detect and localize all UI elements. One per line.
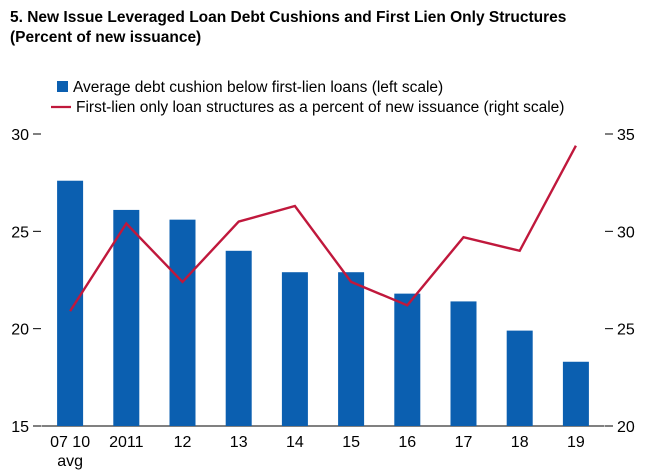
x-tick-label: 15 bbox=[342, 434, 360, 451]
x-tick-label: 13 bbox=[230, 434, 248, 451]
bar bbox=[450, 301, 477, 426]
bar bbox=[562, 361, 589, 426]
bar-series bbox=[57, 180, 589, 426]
bar bbox=[169, 219, 196, 426]
bar bbox=[281, 272, 308, 426]
bar bbox=[338, 272, 365, 426]
left-axis-tick-label: 25 bbox=[11, 224, 29, 241]
bar bbox=[506, 330, 533, 426]
left-axis-tick-label: 30 bbox=[11, 127, 29, 144]
x-tick-label: 14 bbox=[286, 434, 304, 451]
bar bbox=[113, 209, 140, 426]
x-tick-label: avg bbox=[57, 453, 83, 470]
left-axis-tick-label: 15 bbox=[11, 419, 29, 436]
line-series bbox=[69, 145, 577, 312]
series-line bbox=[69, 145, 577, 312]
left-axis-tick-label: 20 bbox=[11, 322, 29, 339]
legend-swatch-bars bbox=[57, 81, 68, 92]
bar bbox=[225, 250, 252, 426]
axes: 15 20 25 30 20 25 30 35 bbox=[11, 127, 635, 436]
x-tick-label: 07 10 bbox=[50, 434, 90, 451]
right-axis-tick-label: 25 bbox=[617, 322, 635, 339]
chart-title: 5. New Issue Leveraged Loan Debt Cushion… bbox=[10, 9, 567, 26]
x-tick-label: 17 bbox=[455, 434, 473, 451]
x-tick-label: 2011 bbox=[109, 434, 144, 451]
x-tick-label: 19 bbox=[567, 434, 585, 451]
chart-title-block: 5. New Issue Leveraged Loan Debt Cushion… bbox=[10, 8, 640, 48]
x-tick-label: 18 bbox=[511, 434, 529, 451]
legend-label-line: First-lien only loan structures as a per… bbox=[76, 99, 564, 116]
x-tick-label: 16 bbox=[398, 434, 416, 451]
legend-label-bars: Average debt cushion below first-lien lo… bbox=[73, 79, 443, 96]
bar bbox=[57, 180, 84, 426]
bar bbox=[394, 293, 421, 426]
x-tick-label: 12 bbox=[174, 434, 192, 451]
x-axis-labels: 07 10 avg 2011 12 13 14 15 16 17 18 19 bbox=[50, 434, 585, 470]
legend: Average debt cushion below first-lien lo… bbox=[51, 79, 564, 116]
right-axis-tick-label: 30 bbox=[617, 224, 635, 241]
right-axis-tick-label: 35 bbox=[617, 127, 635, 144]
chart-subtitle: (Percent of new issuance) bbox=[10, 29, 202, 46]
right-axis-tick-label: 20 bbox=[617, 419, 635, 436]
